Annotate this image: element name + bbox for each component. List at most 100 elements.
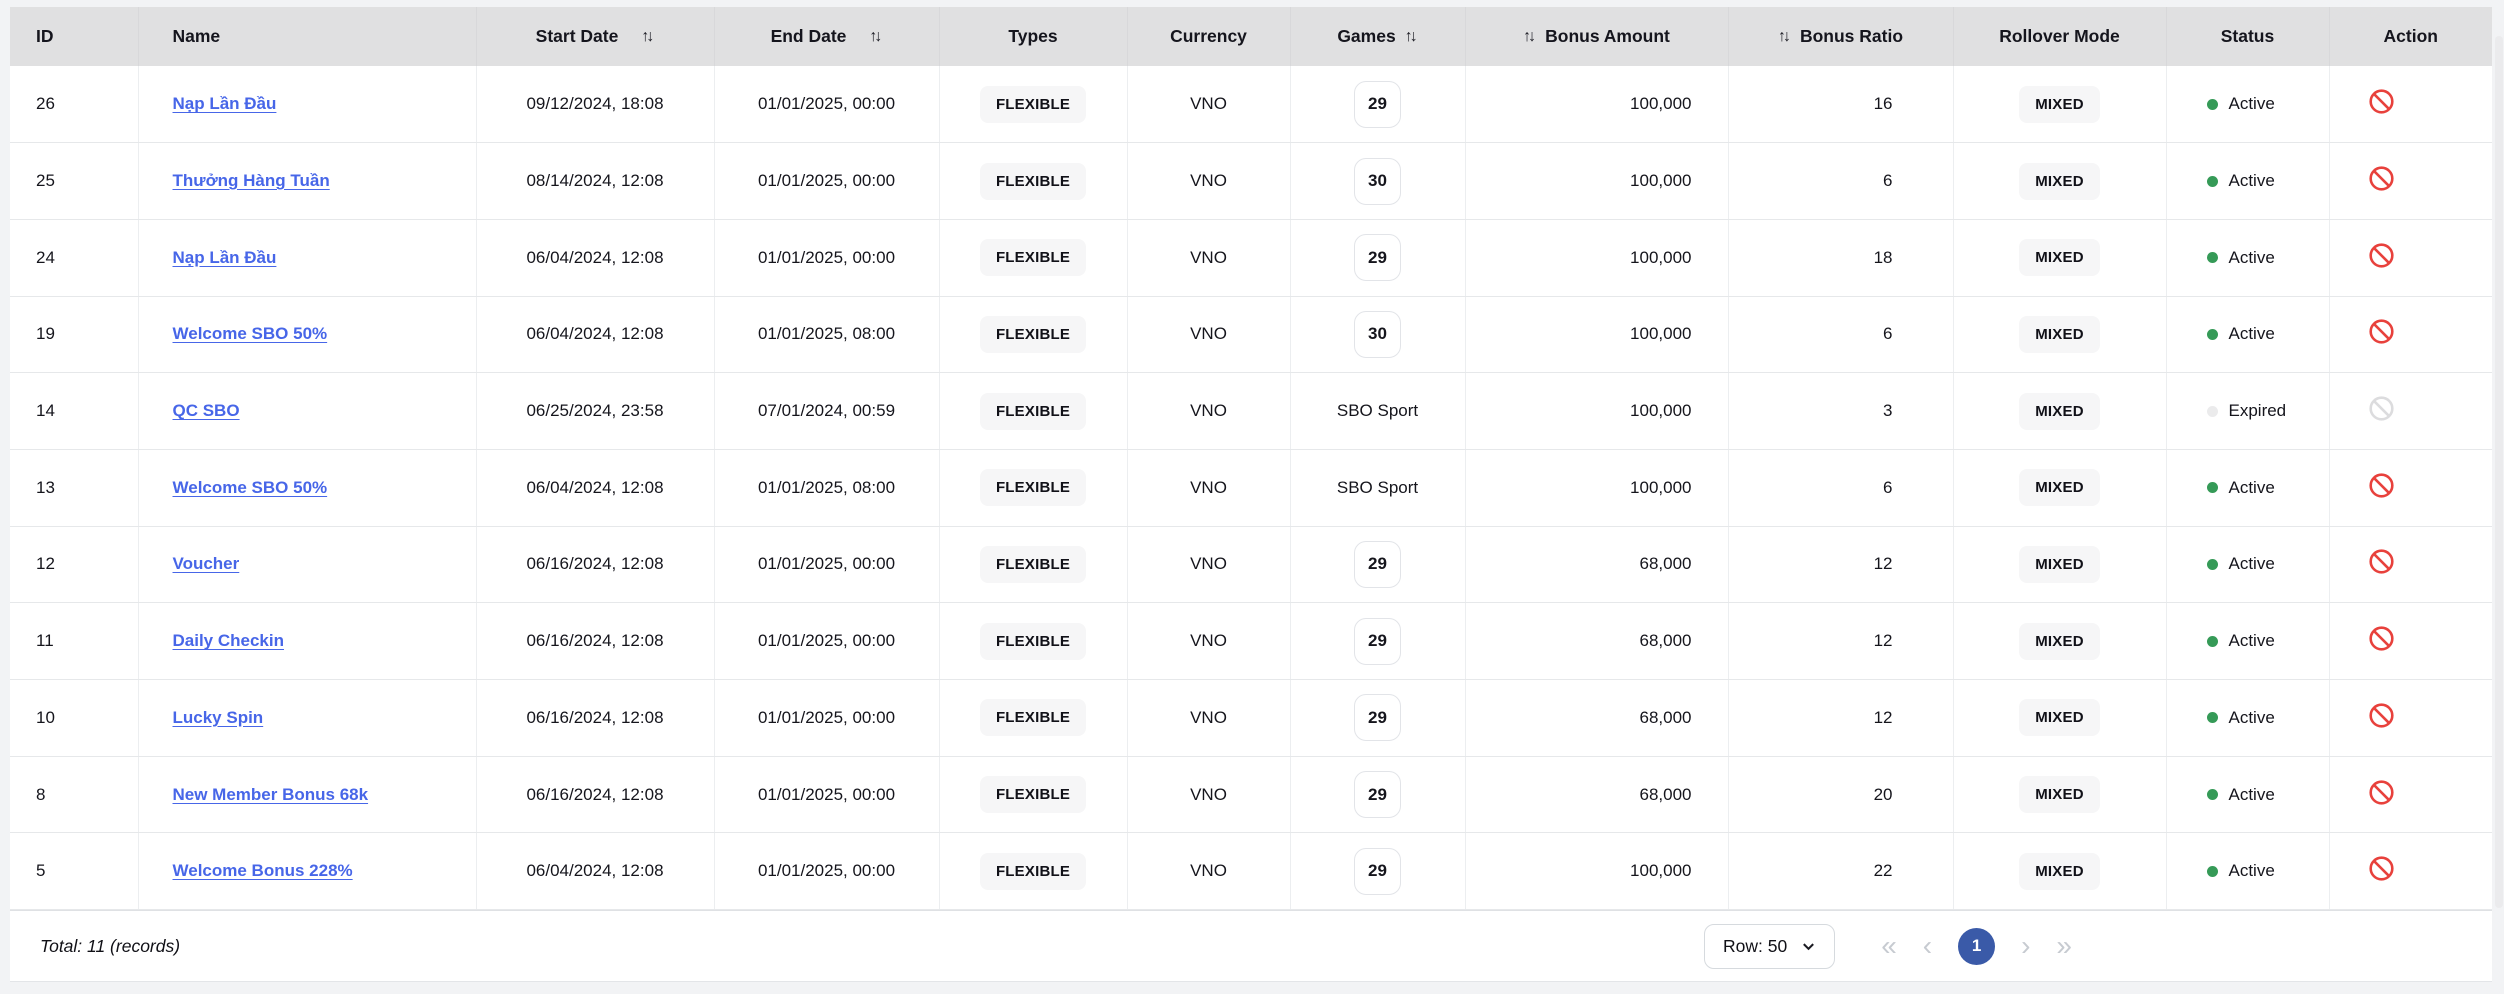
column-header-bonus_ratio[interactable]: ↑↓ Bonus Ratio (1728, 7, 1954, 66)
cell-status: Active (2166, 679, 2330, 757)
bonus-name-link[interactable]: Daily Checkin (172, 631, 285, 651)
last-page-button[interactable]: » (2056, 930, 2072, 961)
bonus-name-link[interactable]: Thưởng Hàng Tuần (172, 171, 330, 191)
column-label-name: Name (172, 26, 221, 46)
type-badge: FLEXIBLE (979, 392, 1087, 430)
table-row: 24 Nạp Lần Đầu 06/04/2024, 12:08 01/01/2025… (10, 219, 2492, 297)
cell-type: FLEXIBLE (939, 372, 1128, 450)
block-icon[interactable] (2368, 625, 2395, 652)
bonus-name-link[interactable]: Welcome SBO 50% (172, 477, 328, 497)
vertical-scrollbar[interactable] (2495, 36, 2503, 908)
sort-icon-end[interactable]: ↑↓ (869, 27, 882, 45)
cell-type: FLEXIBLE (939, 296, 1128, 374)
block-icon[interactable] (2368, 855, 2395, 882)
cell-rollover-mode: MIXED (1953, 602, 2167, 680)
next-page-button[interactable]: › (2021, 930, 2031, 961)
sort-icon-start[interactable]: ↑↓ (641, 27, 654, 45)
cell-name: Welcome SBO 50% (138, 449, 477, 527)
bonus-name-link[interactable]: Voucher (172, 554, 240, 574)
column-header-bonus_amount[interactable]: ↑↓ Bonus Amount (1465, 7, 1729, 66)
block-icon[interactable] (2368, 548, 2395, 575)
cell-bonus-amount: 68,000 (1465, 526, 1729, 604)
cell-id: 12 (10, 526, 139, 604)
cell-action (2329, 832, 2492, 911)
type-badge: FLEXIBLE (979, 239, 1087, 277)
type-badge: FLEXIBLE (979, 85, 1087, 123)
games-count-box[interactable]: 29 (1354, 771, 1401, 819)
bonus-name-link[interactable]: Nạp Lần Đầu (172, 94, 277, 114)
table-footer: Total: 11 (records) Row: 50 « ‹ 1 › » (10, 910, 2492, 982)
cell-action (2329, 142, 2492, 220)
cell-start-date: 06/25/2024, 23:58 (476, 372, 715, 450)
column-header-name: Name (138, 7, 477, 66)
column-header-end[interactable]: End Date ↑↓ (714, 7, 940, 66)
current-page-button[interactable]: 1 (1958, 927, 1996, 965)
games-count-box[interactable]: 29 (1354, 540, 1401, 588)
sort-icon-bonus_ratio[interactable]: ↑↓ (1777, 27, 1791, 45)
bonus-name-link[interactable]: Welcome SBO 50% (172, 324, 328, 344)
prev-page-button[interactable]: ‹ (1922, 930, 1933, 961)
type-badge: FLEXIBLE (979, 776, 1087, 814)
cell-id: 19 (10, 296, 139, 374)
cell-id: 5 (10, 832, 139, 911)
cell-bonus-ratio: 22 (1728, 832, 1954, 911)
bonus-name-link[interactable]: Nạp Lần Đầu (172, 247, 277, 267)
block-icon[interactable] (2368, 779, 2395, 806)
column-label-type: Types (1008, 26, 1058, 46)
cell-games: 29 (1290, 756, 1466, 834)
games-count-box[interactable]: 29 (1354, 847, 1401, 895)
games-count-box[interactable]: 29 (1354, 617, 1401, 665)
table-row: 19 Welcome SBO 50% 06/04/2024, 12:08 01/01/… (10, 296, 2492, 374)
first-page-button[interactable]: « (1881, 930, 1897, 961)
rollover-badge: MIXED (2019, 699, 2100, 737)
sort-icon-games[interactable]: ↑↓ (1404, 27, 1418, 45)
status-label: Active (2228, 554, 2275, 574)
cell-currency: VNO (1127, 756, 1291, 834)
bonus-name-link[interactable]: New Member Bonus 68k (172, 784, 369, 804)
block-icon[interactable] (2368, 165, 2395, 192)
rollover-badge: MIXED (2019, 545, 2100, 583)
cell-bonus-ratio: 6 (1728, 296, 1954, 374)
sort-icon-bonus_amount[interactable]: ↑↓ (1523, 27, 1536, 45)
cell-action (2329, 602, 2492, 680)
cell-bonus-amount: 100,000 (1465, 296, 1729, 374)
games-count-box[interactable]: 30 (1354, 157, 1401, 205)
cell-id: 11 (10, 602, 139, 680)
cell-action (2329, 219, 2492, 297)
cell-rollover-mode: MIXED (1953, 449, 2167, 527)
status-label: Expired (2228, 401, 2287, 421)
bonus-name-link[interactable]: Welcome Bonus 228% (172, 861, 353, 881)
block-icon[interactable] (2368, 88, 2395, 115)
cell-status: Active (2166, 219, 2330, 297)
column-label-games: Games (1337, 26, 1396, 46)
total-records-label: Total: 11 (records) (40, 935, 181, 956)
column-header-start[interactable]: Start Date ↑↓ (476, 7, 715, 66)
status-label: Active (2228, 94, 2275, 114)
block-icon[interactable] (2368, 472, 2395, 499)
cell-start-date: 06/04/2024, 12:08 (476, 296, 715, 374)
cell-currency: VNO (1127, 142, 1291, 220)
column-header-games[interactable]: Games ↑↓ (1290, 7, 1466, 66)
block-icon[interactable] (2368, 702, 2395, 729)
rows-per-page-label: Row: 50 (1722, 935, 1788, 956)
cell-name: Lucky Spin (138, 679, 477, 757)
cell-rollover-mode: MIXED (1953, 219, 2167, 297)
block-icon[interactable] (2368, 318, 2395, 345)
block-icon[interactable] (2368, 242, 2395, 269)
table-row: 12 Voucher 06/16/2024, 12:08 01/01/2025, 00… (10, 526, 2492, 604)
games-count-box[interactable]: 29 (1354, 694, 1401, 742)
cell-bonus-ratio: 3 (1728, 372, 1954, 450)
games-count-box[interactable]: 29 (1354, 80, 1401, 128)
bonus-name-link[interactable]: QC SBO (172, 401, 240, 421)
table-header-row: ID Name Start Date ↑↓ End Date ↑↓ Types Currenc… (10, 7, 2492, 66)
rows-per-page-select[interactable]: Row: 50 (1703, 923, 1836, 969)
cell-end-date: 01/01/2025, 00:00 (714, 219, 940, 297)
status-dot (2206, 865, 2218, 877)
games-count-box[interactable]: 29 (1354, 234, 1401, 282)
status-dot (2206, 482, 2218, 494)
status-label: Active (2228, 324, 2275, 344)
bonus-name-link[interactable]: Lucky Spin (172, 707, 264, 727)
type-badge: FLEXIBLE (979, 469, 1087, 507)
games-count-box[interactable]: 30 (1354, 310, 1401, 358)
